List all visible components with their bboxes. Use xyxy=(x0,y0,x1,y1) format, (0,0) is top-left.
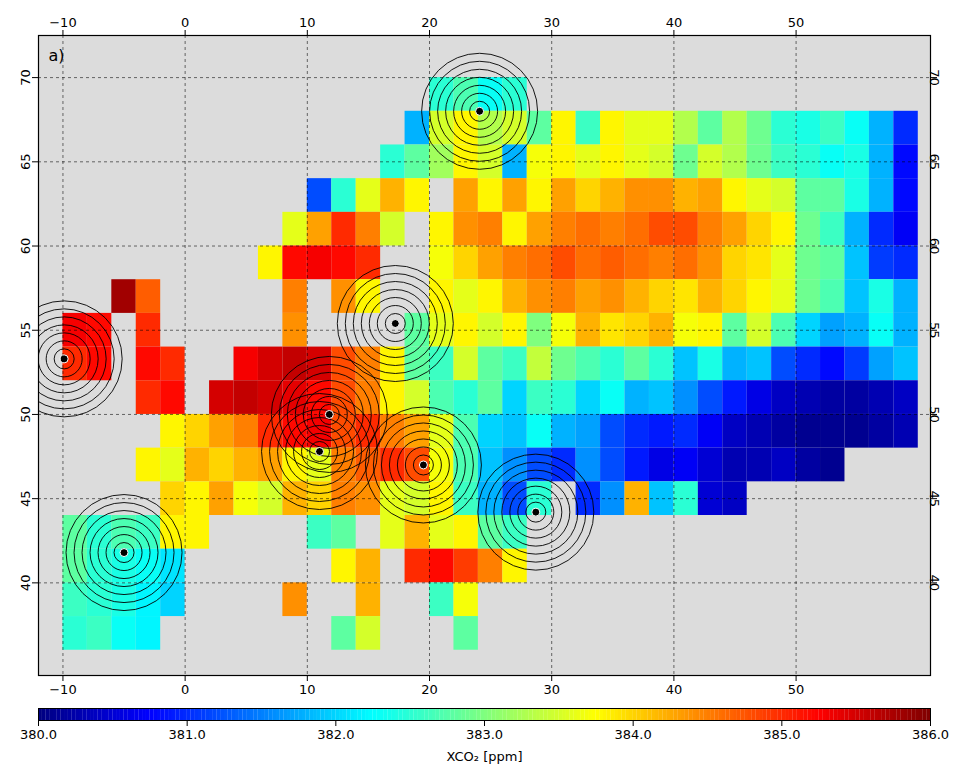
svg-text:382.0: 382.0 xyxy=(317,727,354,742)
svg-text:50: 50 xyxy=(788,682,805,697)
svg-text:0: 0 xyxy=(181,682,189,697)
svg-text:50: 50 xyxy=(788,15,805,30)
svg-text:55: 55 xyxy=(927,322,942,339)
svg-text:45: 45 xyxy=(927,490,942,507)
svg-text:40: 40 xyxy=(18,575,33,592)
svg-text:XCO₂ [ppm]: XCO₂ [ppm] xyxy=(447,749,523,764)
svg-text:40: 40 xyxy=(666,682,683,697)
svg-text:10: 10 xyxy=(299,682,316,697)
svg-text:30: 30 xyxy=(543,682,560,697)
svg-text:0: 0 xyxy=(181,15,189,30)
svg-text:385.0: 385.0 xyxy=(763,727,800,742)
svg-text:383.0: 383.0 xyxy=(466,727,503,742)
svg-text:65: 65 xyxy=(18,154,33,171)
svg-text:70: 70 xyxy=(927,69,942,86)
svg-text:20: 20 xyxy=(421,15,438,30)
svg-text:−10: −10 xyxy=(49,682,76,697)
svg-text:381.0: 381.0 xyxy=(169,727,206,742)
svg-text:60: 60 xyxy=(927,238,942,255)
svg-text:70: 70 xyxy=(18,69,33,86)
svg-text:10: 10 xyxy=(299,15,316,30)
svg-text:65: 65 xyxy=(927,154,942,171)
svg-text:60: 60 xyxy=(18,238,33,255)
svg-text:55: 55 xyxy=(18,322,33,339)
svg-text:50: 50 xyxy=(927,406,942,423)
svg-text:20: 20 xyxy=(421,682,438,697)
svg-text:−10: −10 xyxy=(49,15,76,30)
svg-text:40: 40 xyxy=(927,575,942,592)
svg-text:45: 45 xyxy=(18,490,33,507)
svg-text:384.0: 384.0 xyxy=(615,727,652,742)
svg-text:50: 50 xyxy=(18,406,33,423)
svg-text:40: 40 xyxy=(666,15,683,30)
svg-text:380.0: 380.0 xyxy=(20,727,57,742)
svg-text:30: 30 xyxy=(543,15,560,30)
svg-text:a): a) xyxy=(49,46,65,65)
svg-text:386.0: 386.0 xyxy=(912,727,949,742)
